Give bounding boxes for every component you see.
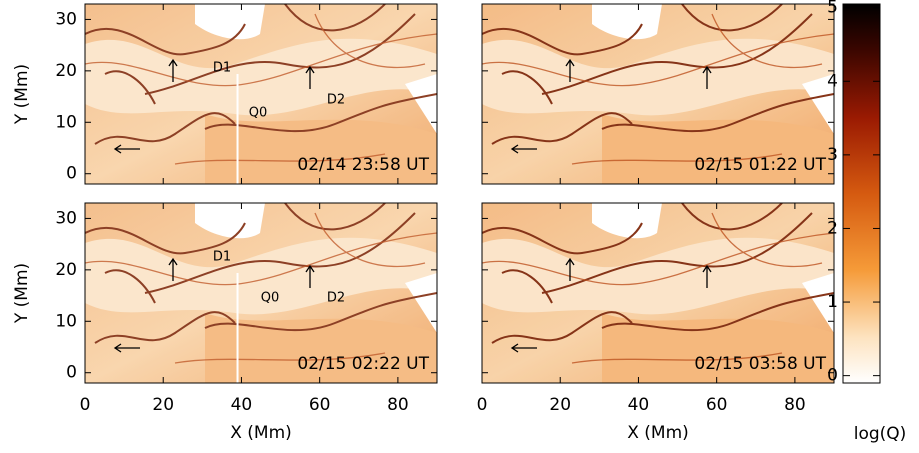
x-tick-label: 0 — [477, 395, 488, 415]
y-tick-label: 10 — [55, 311, 77, 331]
colorbar-tick-label: 1 — [827, 292, 838, 312]
x-tick-label: 80 — [784, 395, 806, 415]
colorbar-tick-label: 0 — [827, 366, 838, 386]
y-tick-label: 30 — [55, 9, 77, 29]
annotation: D1 — [213, 250, 231, 265]
y-tick-label: 20 — [55, 260, 77, 280]
y-tick-label: 10 — [55, 112, 77, 132]
arrow — [168, 257, 178, 281]
colorbar-tick-label: 5 — [827, 0, 838, 18]
x-tick-label: 60 — [309, 395, 331, 415]
y-tick-label: 0 — [66, 363, 77, 383]
y-axis-label: Y (Mm) — [12, 64, 32, 125]
annotation: Q0 — [261, 291, 280, 306]
annotation: D2 — [327, 93, 345, 108]
arrow — [565, 257, 575, 281]
x-tick-label: 20 — [152, 395, 174, 415]
arrow — [702, 264, 712, 288]
x-tick-label: 40 — [628, 395, 650, 415]
colorbar-label: log(Q) — [854, 424, 907, 444]
arrow — [565, 58, 575, 82]
panel-frame — [481, 3, 835, 185]
annotation: Q0 — [249, 106, 268, 121]
y-tick-label: 20 — [55, 61, 77, 81]
colorbar-tick-label: 4 — [827, 71, 838, 91]
colorbar-tick-label: 2 — [827, 218, 838, 238]
timestamp-label: 02/15 03:58 UT — [694, 354, 826, 374]
x-tick-label: 40 — [231, 395, 253, 415]
arrow — [113, 343, 140, 353]
timestamp-label: 02/14 23:58 UT — [297, 155, 429, 175]
x-tick-label: 80 — [387, 395, 409, 415]
panel-frame — [84, 3, 438, 185]
x-tick-label: 60 — [706, 395, 728, 415]
arrow — [168, 58, 178, 82]
x-tick-label: 20 — [549, 395, 571, 415]
x-axis-label: X (Mm) — [230, 423, 292, 443]
panel-frame — [481, 202, 835, 384]
timestamp-label: 02/15 01:22 UT — [694, 155, 826, 175]
arrow — [510, 343, 537, 353]
arrow — [510, 144, 537, 154]
colorbar-tick-label: 3 — [827, 145, 838, 165]
arrow — [305, 264, 315, 288]
arrow — [702, 65, 712, 89]
arrow — [113, 144, 140, 154]
panel-frame — [84, 202, 438, 384]
annotation: D1 — [213, 61, 231, 76]
y-tick-label: 30 — [55, 208, 77, 228]
annotation: D2 — [327, 291, 345, 306]
x-axis-label: X (Mm) — [627, 423, 689, 443]
y-tick-label: 0 — [66, 164, 77, 184]
y-axis-label: Y (Mm) — [12, 263, 32, 324]
colorbar — [842, 3, 881, 384]
timestamp-label: 02/15 02:22 UT — [297, 354, 429, 374]
arrow — [305, 65, 315, 89]
x-tick-label: 0 — [80, 395, 91, 415]
